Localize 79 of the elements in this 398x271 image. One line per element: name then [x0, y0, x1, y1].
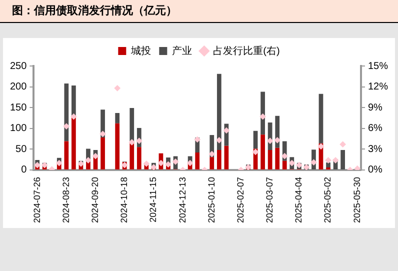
bar: [224, 146, 229, 170]
bar: [275, 148, 280, 170]
point: [92, 152, 99, 160]
bar: [216, 74, 222, 150]
point: [274, 136, 281, 144]
y2-tick-label: 15%: [368, 60, 388, 72]
point: [340, 141, 346, 148]
point: [223, 127, 230, 134]
bar: [115, 123, 120, 170]
y2-tick-label: 0%: [368, 164, 383, 176]
y-tick-label: 200: [10, 82, 28, 93]
bar: [86, 162, 90, 170]
point: [128, 139, 136, 146]
point: [56, 160, 62, 166]
x-tick-label: 2025-04-04: [294, 176, 304, 224]
x-tick-label: 2024-10-18: [119, 176, 130, 224]
point: [158, 160, 164, 166]
bar: [115, 112, 120, 124]
point: [281, 152, 288, 160]
point: [70, 113, 77, 120]
point: [85, 157, 92, 164]
chart-title: 图：信用债取消发行情况（亿元）: [0, 0, 398, 23]
x-tick-label: 2025-05-02: [322, 176, 333, 224]
point: [194, 136, 201, 143]
bar: [195, 152, 200, 170]
y2-tick-label: 6%: [368, 123, 383, 134]
bar: [268, 150, 272, 170]
bar: [130, 108, 134, 142]
y-tick-label: 250: [10, 60, 28, 72]
bar: [326, 162, 330, 168]
y-tick-label: 0: [21, 164, 28, 176]
point: [114, 84, 121, 92]
bar: [64, 83, 69, 142]
bar: [260, 92, 265, 135]
y2-tick-label: 3%: [368, 144, 383, 155]
legend-label: 城投: [130, 44, 152, 57]
x-tick-label: 2024-12-13: [177, 176, 188, 224]
y-tick-label: 150: [10, 102, 28, 114]
bar: [216, 150, 222, 170]
bar: [282, 160, 287, 170]
x-tick-label: 2025-03-07: [264, 176, 275, 224]
point: [186, 160, 194, 166]
x-tick-label: 2024-11-15: [148, 176, 158, 222]
legend-label: 占发行比重(右): [213, 44, 280, 57]
bar: [136, 147, 142, 170]
x-tick-label: 2025-01-10: [206, 176, 216, 224]
bar: [253, 130, 258, 149]
y-tick-label: 50: [16, 144, 28, 155]
point: [318, 143, 324, 150]
x-tick-label: 2025-02-07: [235, 176, 246, 224]
y2-tick-label: 9%: [368, 102, 383, 114]
bar: [72, 116, 76, 170]
bar: [64, 141, 69, 170]
bar: [72, 86, 76, 116]
bar: [340, 150, 345, 170]
point: [63, 123, 70, 130]
bar: [210, 157, 214, 170]
point: [354, 165, 361, 170]
bar: [100, 138, 105, 170]
point: [310, 159, 317, 166]
x-tick-label: 2024-08-23: [60, 176, 71, 224]
bar: [318, 94, 324, 144]
x-tick-label: 2024-07-26: [32, 176, 42, 224]
point: [260, 113, 266, 120]
point: [252, 148, 259, 156]
point: [100, 130, 106, 138]
point: [325, 157, 332, 164]
point: [208, 150, 216, 158]
point: [266, 138, 274, 144]
point: [288, 160, 296, 166]
x-tick-label: 2024-09-20: [90, 176, 100, 224]
x-tick-label: 2025-05-30: [352, 176, 362, 224]
point: [216, 136, 222, 144]
legend-label: 产业: [172, 44, 192, 57]
y2-tick-label: 12%: [368, 82, 388, 93]
y-tick-label: 100: [10, 123, 28, 134]
point: [172, 158, 179, 165]
point: [136, 138, 142, 144]
bar: [260, 134, 265, 170]
